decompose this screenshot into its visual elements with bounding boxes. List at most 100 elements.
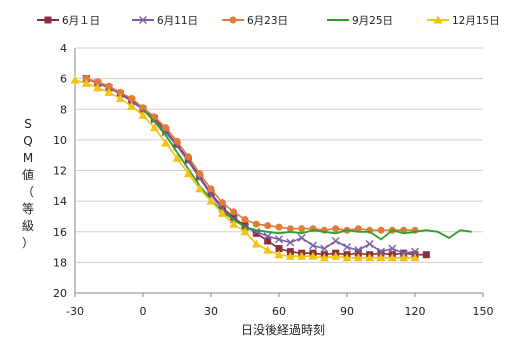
data-point <box>354 225 362 233</box>
data-point <box>433 15 443 24</box>
data-point <box>399 249 408 258</box>
data-point <box>297 251 307 260</box>
data-point <box>354 246 363 255</box>
data-point <box>264 237 272 245</box>
data-point <box>230 214 238 222</box>
legend-item: 6月１日 <box>37 15 100 27</box>
y-tick-label: 16 <box>53 226 67 239</box>
data-point <box>139 16 147 24</box>
data-point <box>252 229 260 237</box>
data-point <box>105 82 113 90</box>
y-tick-label: 6 <box>60 73 67 86</box>
data-point <box>207 185 215 193</box>
data-point <box>184 153 192 161</box>
data-point <box>275 245 283 253</box>
x-tick-label: 120 <box>405 305 426 318</box>
data-point <box>127 101 137 110</box>
series-line <box>86 77 416 255</box>
data-point <box>411 247 419 256</box>
series-line <box>86 77 415 232</box>
data-point <box>342 253 352 262</box>
y-tick-label: 8 <box>60 103 67 116</box>
data-point <box>173 137 181 145</box>
data-point <box>93 83 103 92</box>
data-point <box>251 239 261 248</box>
legend-label: 12月15日 <box>452 15 500 27</box>
data-point <box>285 251 295 260</box>
data-point <box>399 253 409 262</box>
y-tick-label: 20 <box>53 287 67 300</box>
series-3 <box>82 75 419 234</box>
data-point <box>149 123 159 132</box>
data-point <box>128 95 136 103</box>
data-point <box>94 78 102 86</box>
data-point <box>162 124 170 132</box>
y-axis-title-char: 値 <box>22 167 34 182</box>
data-point <box>365 253 375 262</box>
data-point <box>115 94 125 103</box>
y-axis-title-char: 級 <box>22 219 34 233</box>
data-point <box>410 253 420 262</box>
data-point <box>377 226 385 234</box>
data-point <box>388 244 397 253</box>
data-point <box>218 199 226 207</box>
data-point <box>263 232 272 241</box>
y-axis-title-char: S <box>24 117 32 131</box>
data-point <box>353 253 363 262</box>
x-tick-label: 0 <box>140 305 147 318</box>
data-point <box>319 253 329 262</box>
data-point <box>196 170 204 178</box>
data-point <box>331 251 341 260</box>
data-point <box>161 138 171 147</box>
data-point <box>183 169 193 178</box>
data-point <box>297 233 306 242</box>
tick-labels: 4 6 8 10 12 14 16 18 20 -30 0 30 60 90 120 150 <box>53 42 494 318</box>
data-point <box>286 225 294 233</box>
x-tick-label: 30 <box>204 305 218 318</box>
legend-item: 9月25日 <box>327 15 393 27</box>
data-point <box>286 238 295 247</box>
data-point <box>207 189 215 197</box>
data-point <box>44 16 52 24</box>
data-point <box>354 249 362 257</box>
legend-label: 6月11日 <box>157 15 198 27</box>
data-point <box>387 253 397 262</box>
series-5 <box>70 75 420 262</box>
data-point <box>104 87 114 96</box>
x-axis-title: 日没後経過時刻 <box>241 322 325 337</box>
series-group <box>70 74 472 262</box>
data-point <box>343 243 351 252</box>
data-point <box>309 241 317 250</box>
data-point <box>264 222 272 230</box>
data-point <box>241 222 249 230</box>
y-axis-title-char: ） <box>22 236 34 250</box>
data-point <box>229 16 237 24</box>
data-point <box>377 249 385 257</box>
data-point <box>298 225 306 233</box>
y-tick-label: 4 <box>60 42 67 55</box>
data-point <box>376 253 386 262</box>
y-axis-title-char: M <box>23 151 33 165</box>
y-tick-label: 12 <box>53 165 67 178</box>
data-point <box>320 244 329 253</box>
data-point <box>332 225 340 233</box>
data-point <box>252 220 260 228</box>
data-point <box>230 208 238 216</box>
legend-label: 6月23日 <box>247 15 288 27</box>
data-point <box>274 250 284 259</box>
data-point <box>331 236 340 245</box>
x-tick-label: 90 <box>340 305 354 318</box>
data-point <box>82 75 90 83</box>
data-point <box>70 75 80 84</box>
legend: 6月１日 6月11日 6月23日 9月25日 12月15日 <box>37 15 500 27</box>
y-axis-title-char: （ <box>22 185 34 199</box>
data-point <box>275 235 283 244</box>
data-point <box>263 245 273 254</box>
data-point <box>139 104 147 112</box>
legend-item: 6月11日 <box>132 15 198 27</box>
x-tick-label: 150 <box>473 305 494 318</box>
legend-label: 6月１日 <box>62 15 100 27</box>
data-point <box>217 208 227 217</box>
